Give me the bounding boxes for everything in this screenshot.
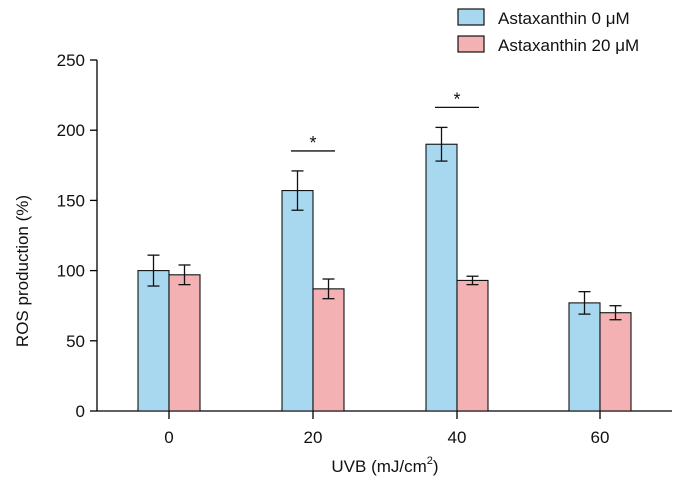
significance-markers: ** [291,89,479,153]
legend-item-1: Astaxanthin 20 μM [457,35,639,55]
y-tick-label-2: 100 [57,262,85,281]
x-tick-label-1: 20 [304,428,323,447]
legend-label-1: Astaxanthin 20 μM [498,36,639,55]
legend: Astaxanthin 0 μM Astaxanthin 20 μM [457,8,639,55]
y-axis-label: ROS production (%) [13,195,32,347]
bar-series-0-category-0 [137,270,170,412]
bar-series-1-category-3 [599,312,632,412]
tick-labels: 0 50 100 150 200 250 0 20 40 60 [57,51,610,447]
y-tick-label-5: 250 [57,51,85,70]
bar-series-0-category-2 [425,143,458,412]
significance-star-0: * [309,133,316,153]
bar-series-0-category-3 [568,302,601,412]
x-tick-label-0: 0 [164,428,173,447]
y-tick-label-1: 50 [66,332,85,351]
legend-swatch-0 [457,8,485,26]
y-tick-label-4: 200 [57,121,85,140]
error-bars [147,126,622,321]
bar-series-0-category-1 [281,190,314,412]
bar-series-1-category-2 [456,279,489,412]
bar-series-1-category-1 [312,288,345,412]
legend-label-0: Astaxanthin 0 μM [498,9,630,28]
y-tick-label-0: 0 [76,402,85,421]
x-axis-label-superscript: 2 [427,455,433,467]
x-tick-label-3: 60 [591,428,610,447]
y-tick-label-3: 150 [57,191,85,210]
x-axis-label: UVB (mJ/cm2) [331,455,438,476]
legend-swatch-1 [457,35,485,53]
bar-series-1-category-0 [168,274,201,412]
bars [137,143,632,412]
legend-item-0: Astaxanthin 0 μM [457,8,630,28]
x-tick-label-2: 40 [448,428,467,447]
x-axis-label-main: UVB (mJ/cm [331,457,426,476]
x-axis-label-close: ) [433,457,439,476]
significance-star-1: * [453,89,460,109]
